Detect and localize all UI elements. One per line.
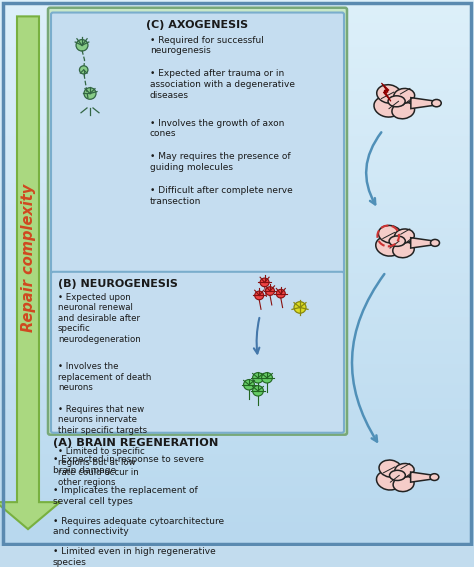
Text: (C) AXOGENESIS: (C) AXOGENESIS — [146, 20, 248, 30]
Polygon shape — [382, 83, 391, 101]
Ellipse shape — [430, 473, 439, 480]
Text: • Limited to specific
regions but at low
rate could occur in
other regions: • Limited to specific regions but at low… — [58, 447, 145, 488]
Circle shape — [253, 373, 264, 383]
Circle shape — [276, 289, 285, 298]
Ellipse shape — [394, 88, 415, 103]
Ellipse shape — [393, 476, 414, 492]
Text: • Requires adequate cytoarchitecture
and connectivity: • Requires adequate cytoarchitecture and… — [53, 517, 224, 536]
Text: • Expected in response to severe
brain damage: • Expected in response to severe brain d… — [53, 455, 204, 475]
Circle shape — [84, 88, 96, 99]
Polygon shape — [0, 16, 60, 529]
Circle shape — [80, 66, 88, 74]
Text: (A) BRAIN REGENERATION: (A) BRAIN REGENERATION — [53, 438, 219, 447]
Circle shape — [265, 287, 274, 295]
Text: • Expected upon
neuronal renewal
and desirable after
specific
neurodegeneration: • Expected upon neuronal renewal and des… — [58, 293, 141, 344]
Text: • Requires that new
neurons innervate
their specific targets: • Requires that new neurons innervate th… — [58, 405, 147, 434]
Text: (B) NEUROGENESIS: (B) NEUROGENESIS — [58, 278, 178, 289]
Circle shape — [244, 379, 255, 390]
Circle shape — [260, 278, 269, 287]
Ellipse shape — [394, 229, 414, 243]
Ellipse shape — [390, 470, 405, 480]
Text: • Expected after trauma or in
association with a degenerative
diseases: • Expected after trauma or in associatio… — [150, 69, 295, 100]
Ellipse shape — [376, 471, 401, 490]
Circle shape — [76, 40, 88, 51]
Polygon shape — [410, 238, 435, 248]
Text: • May requires the presence of
guiding molecules: • May requires the presence of guiding m… — [150, 153, 291, 172]
FancyBboxPatch shape — [48, 8, 347, 435]
Ellipse shape — [392, 102, 415, 119]
Polygon shape — [411, 98, 437, 109]
Text: • Required for successful
neurogenesis: • Required for successful neurogenesis — [150, 36, 264, 56]
Circle shape — [253, 386, 264, 396]
Text: • Limited even in high regenerative
species: • Limited even in high regenerative spec… — [53, 548, 216, 567]
Polygon shape — [410, 472, 434, 482]
Circle shape — [255, 291, 264, 300]
Circle shape — [294, 302, 306, 313]
Ellipse shape — [388, 96, 405, 107]
Circle shape — [262, 373, 273, 383]
Text: • Implicates the replacement of
several cell types: • Implicates the replacement of several … — [53, 486, 198, 506]
Ellipse shape — [379, 460, 402, 477]
Text: • Involves the growth of axon
cones: • Involves the growth of axon cones — [150, 119, 284, 138]
Ellipse shape — [393, 242, 414, 258]
FancyBboxPatch shape — [51, 12, 344, 274]
Ellipse shape — [376, 236, 401, 256]
Ellipse shape — [432, 99, 441, 107]
Text: Repair complexity: Repair complexity — [20, 184, 36, 332]
Ellipse shape — [389, 236, 405, 246]
Ellipse shape — [430, 239, 439, 246]
Ellipse shape — [374, 96, 400, 117]
Ellipse shape — [377, 84, 401, 103]
FancyBboxPatch shape — [51, 272, 344, 433]
Text: • Difficult after complete nerve
transection: • Difficult after complete nerve transec… — [150, 186, 293, 206]
Text: • Involves the
replacement of death
neurons: • Involves the replacement of death neur… — [58, 362, 151, 392]
Ellipse shape — [395, 463, 414, 477]
Ellipse shape — [378, 226, 401, 243]
